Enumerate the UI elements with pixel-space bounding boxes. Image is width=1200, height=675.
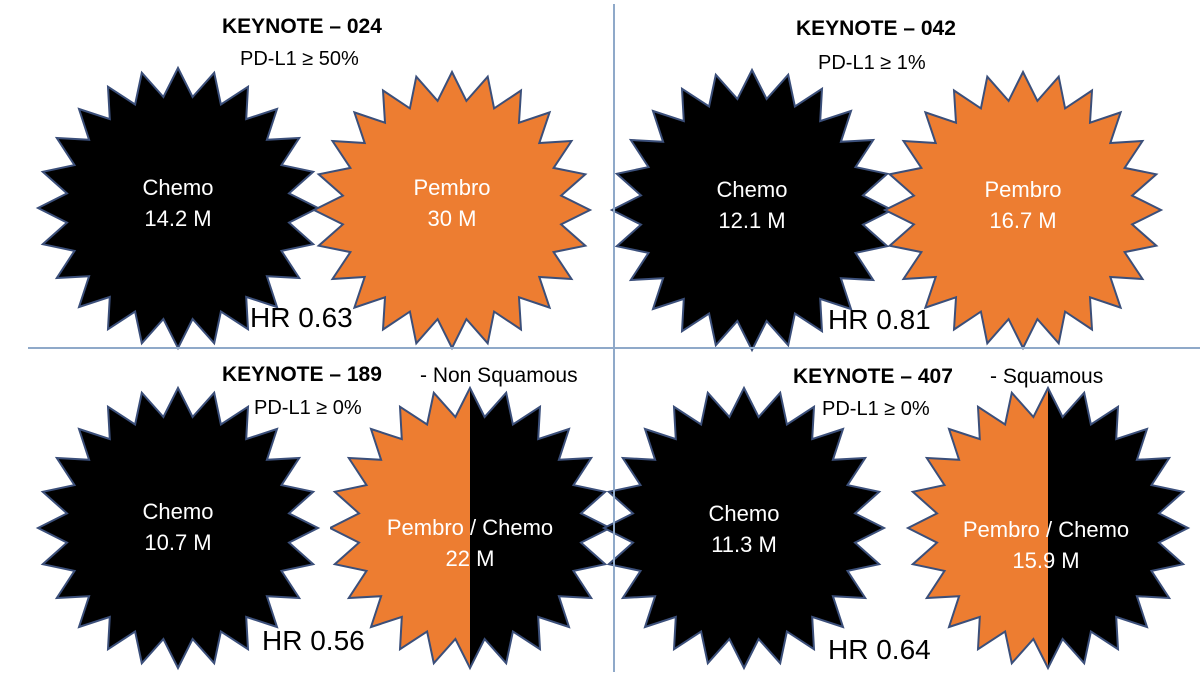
quadrant-title: KEYNOTE – 189 [222, 363, 382, 386]
arm-name: Pembro / Chemo [386, 515, 554, 540]
pembro-chemo-label: Pembro / Chemo 22 M [370, 512, 570, 574]
chemo-half-keynote-189 [470, 385, 610, 671]
median-os: 22 M [445, 546, 495, 571]
arm-name: Pembro [413, 175, 491, 200]
pembro-chemo-burst-keynote-407 [905, 385, 1191, 671]
chemo-label: Chemo 12.1 M [692, 174, 812, 236]
chemo-label: Chemo 14.2 M [118, 172, 238, 234]
quadrant-title: KEYNOTE – 042 [796, 17, 956, 40]
quadrant-subtitle: PD-L1 ≥ 0% [822, 398, 930, 420]
arm-name: Chemo [142, 499, 214, 524]
median-os: 12.1 M [718, 208, 786, 233]
arm-name: Chemo [142, 175, 214, 200]
median-os: 30 M [427, 206, 477, 231]
hazard-ratio: HR 0.81 [828, 304, 931, 335]
pembro-chemo-burst-keynote-189 [330, 385, 610, 671]
pembro-label: Pembro 16.7 M [963, 174, 1083, 236]
histology-note: - Non Squamous [420, 364, 578, 387]
chemo-half-keynote-407 [1048, 385, 1191, 671]
pembro-half-keynote-189 [330, 385, 470, 671]
median-os: 10.7 M [144, 530, 212, 555]
median-os: 11.3 M [711, 532, 777, 557]
hazard-ratio: HR 0.63 [250, 302, 353, 333]
pembro-label: Pembro 30 M [392, 172, 512, 234]
vertical-divider [613, 4, 615, 672]
median-os: 16.7 M [989, 208, 1057, 233]
arm-name: Pembro / Chemo [962, 517, 1130, 542]
quadrant-subtitle: PD-L1 ≥ 1% [818, 52, 926, 74]
arm-name: Chemo [708, 501, 780, 526]
median-os: 15.9 M [1012, 548, 1080, 573]
chemo-burst-keynote-407 [601, 385, 887, 671]
median-os: 14.2 M [144, 206, 212, 231]
arm-name: Chemo [716, 177, 788, 202]
histology-note: - Squamous [990, 365, 1104, 388]
quadrant-subtitle: PD-L1 ≥ 0% [254, 397, 362, 419]
chemo-burst-keynote-189 [35, 385, 321, 671]
quadrant-title: KEYNOTE – 024 [222, 15, 382, 38]
hazard-ratio: HR 0.56 [262, 625, 365, 656]
pembro-half-keynote-407 [905, 385, 1048, 671]
chemo-burst-keynote-042 [609, 67, 895, 353]
horizontal-divider [28, 347, 1200, 349]
hazard-ratio: HR 0.64 [828, 634, 931, 665]
quadrant-title: KEYNOTE – 407 [793, 365, 953, 388]
chemo-label: Chemo 10.7 M [118, 496, 238, 558]
quadrant-subtitle: PD-L1 ≥ 50% [240, 48, 359, 70]
pembro-chemo-label: Pembro / Chemo 15.9 M [946, 514, 1146, 576]
arm-name: Pembro [984, 177, 1062, 202]
chemo-label: Chemo 11.3 M [684, 498, 804, 560]
